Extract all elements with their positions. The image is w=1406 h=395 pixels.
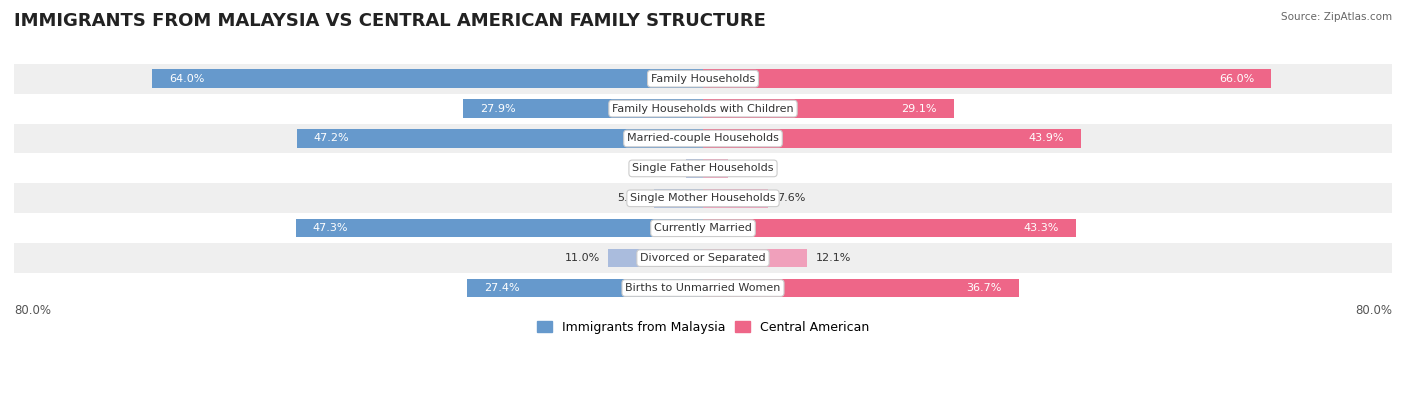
Text: Currently Married: Currently Married bbox=[654, 223, 752, 233]
Text: 12.1%: 12.1% bbox=[815, 253, 851, 263]
Legend: Immigrants from Malaysia, Central American: Immigrants from Malaysia, Central Americ… bbox=[531, 316, 875, 339]
Bar bbox=[14, 213, 1392, 243]
Text: 5.7%: 5.7% bbox=[617, 193, 645, 203]
Bar bbox=[703, 249, 807, 267]
Text: Single Father Households: Single Father Households bbox=[633, 164, 773, 173]
Bar bbox=[463, 99, 703, 118]
Text: 7.6%: 7.6% bbox=[778, 193, 806, 203]
Text: Divorced or Separated: Divorced or Separated bbox=[640, 253, 766, 263]
Bar bbox=[14, 153, 1392, 183]
Bar bbox=[609, 249, 703, 267]
Text: 2.9%: 2.9% bbox=[737, 164, 765, 173]
Text: 27.4%: 27.4% bbox=[484, 283, 520, 293]
Bar bbox=[703, 70, 1271, 88]
Bar bbox=[467, 279, 703, 297]
Bar bbox=[703, 159, 728, 178]
Text: Single Mother Households: Single Mother Households bbox=[630, 193, 776, 203]
Bar bbox=[654, 189, 703, 208]
Bar bbox=[14, 94, 1392, 124]
Bar bbox=[152, 70, 703, 88]
Text: Family Households with Children: Family Households with Children bbox=[612, 103, 794, 114]
Text: 64.0%: 64.0% bbox=[169, 74, 204, 84]
Text: Family Households: Family Households bbox=[651, 74, 755, 84]
Bar bbox=[703, 99, 953, 118]
Bar bbox=[14, 64, 1392, 94]
Bar bbox=[295, 219, 703, 237]
Bar bbox=[703, 219, 1076, 237]
Text: 11.0%: 11.0% bbox=[564, 253, 599, 263]
Text: 43.9%: 43.9% bbox=[1028, 134, 1064, 143]
Text: 2.0%: 2.0% bbox=[648, 164, 678, 173]
Text: IMMIGRANTS FROM MALAYSIA VS CENTRAL AMERICAN FAMILY STRUCTURE: IMMIGRANTS FROM MALAYSIA VS CENTRAL AMER… bbox=[14, 12, 766, 30]
Text: 80.0%: 80.0% bbox=[14, 304, 51, 317]
Text: 66.0%: 66.0% bbox=[1219, 74, 1254, 84]
Text: 27.9%: 27.9% bbox=[479, 103, 516, 114]
Text: 36.7%: 36.7% bbox=[966, 283, 1002, 293]
Bar bbox=[703, 189, 769, 208]
Bar bbox=[14, 183, 1392, 213]
Bar bbox=[703, 129, 1081, 148]
Bar bbox=[703, 279, 1019, 297]
Text: Source: ZipAtlas.com: Source: ZipAtlas.com bbox=[1281, 12, 1392, 22]
Bar bbox=[297, 129, 703, 148]
Bar bbox=[14, 124, 1392, 153]
Text: 47.3%: 47.3% bbox=[314, 223, 349, 233]
Text: Married-couple Households: Married-couple Households bbox=[627, 134, 779, 143]
Text: 43.3%: 43.3% bbox=[1024, 223, 1059, 233]
Bar bbox=[14, 273, 1392, 303]
Bar bbox=[686, 159, 703, 178]
Text: Births to Unmarried Women: Births to Unmarried Women bbox=[626, 283, 780, 293]
Text: 29.1%: 29.1% bbox=[901, 103, 936, 114]
Bar bbox=[14, 243, 1392, 273]
Text: 47.2%: 47.2% bbox=[314, 134, 349, 143]
Text: 80.0%: 80.0% bbox=[1355, 304, 1392, 317]
